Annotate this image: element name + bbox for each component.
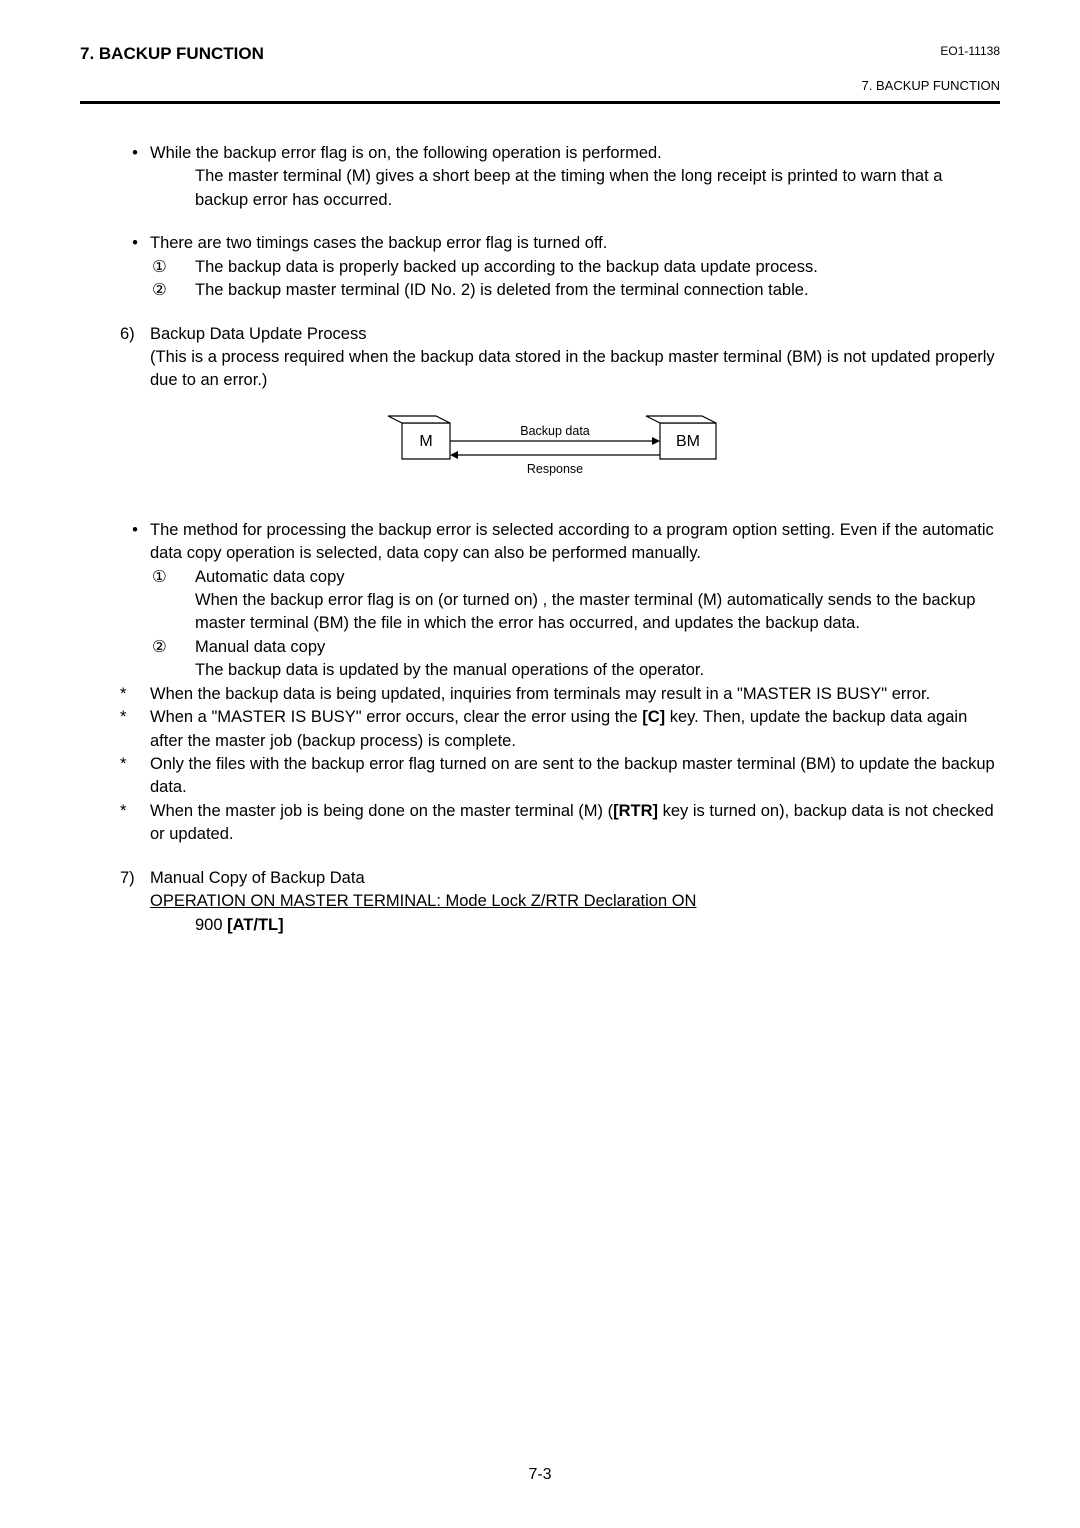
header-divider: [80, 101, 1000, 104]
numbered-text: Manual data copy: [195, 636, 1000, 659]
operation-line: OPERATION ON MASTER TERMINAL: Mode Lock …: [150, 890, 1000, 913]
bullet-text: The method for processing the backup err…: [150, 519, 1000, 566]
section-7: 7) Manual Copy of Backup Data: [120, 867, 1000, 890]
sub-text: The backup data is updated by the manual…: [195, 659, 1000, 682]
doc-number: EO1-11138: [940, 44, 1000, 58]
body-content: • While the backup error flag is on, the…: [80, 142, 1000, 937]
section-desc: (This is a process required when the bac…: [150, 346, 1000, 393]
bullet-text: There are two timings cases the backup e…: [150, 232, 1000, 255]
bullet-text: While the backup error flag is on, the f…: [150, 142, 1000, 165]
circled-num: ①: [150, 256, 195, 279]
diagram-top-label: Backup data: [520, 424, 590, 438]
section-6: 6) Backup Data Update Process: [120, 323, 1000, 346]
page-number: 7-3: [0, 1466, 1080, 1484]
diagram-bottom-label: Response: [527, 462, 583, 476]
section-title: 7. BACKUP FUNCTION: [80, 44, 264, 64]
star-item: * Only the files with the backup error f…: [120, 753, 1000, 800]
bullet-item: • There are two timings cases the backup…: [120, 232, 1000, 255]
diagram-svg: M BM Backup data Response: [380, 413, 740, 495]
numbered-item: ① Automatic data copy: [150, 566, 1000, 589]
section-num-label: 6): [120, 323, 150, 346]
circled-num: ①: [150, 566, 195, 589]
numbered-text: The backup data is properly backed up ac…: [195, 256, 1000, 279]
code-line: 900 [AT/TL]: [195, 914, 1000, 937]
bullet-item: • The method for processing the backup e…: [120, 519, 1000, 566]
star-text: When a "MASTER IS BUSY" error occurs, cl…: [150, 706, 1000, 753]
numbered-item: ② Manual data copy: [150, 636, 1000, 659]
section-num-label: 7): [120, 867, 150, 890]
diagram-bm-label: BM: [676, 433, 700, 450]
diagram-m-label: M: [419, 433, 432, 450]
star-item: * When the backup data is being updated,…: [120, 683, 1000, 706]
star-mark: *: [120, 706, 150, 753]
circled-num: ②: [150, 636, 195, 659]
star-mark: *: [120, 753, 150, 800]
numbered-item: ① The backup data is properly backed up …: [150, 256, 1000, 279]
section-title-text: Backup Data Update Process: [150, 323, 366, 346]
numbered-item: ② The backup master terminal (ID No. 2) …: [150, 279, 1000, 302]
section-title-text: Manual Copy of Backup Data: [150, 867, 365, 890]
star-item: * When the master job is being done on t…: [120, 800, 1000, 847]
star-text: When the master job is being done on the…: [150, 800, 1000, 847]
star-mark: *: [120, 800, 150, 847]
sub-header: 7. BACKUP FUNCTION: [80, 78, 1000, 93]
sub-text: When the backup error flag is on (or tur…: [195, 589, 1000, 636]
numbered-text: Automatic data copy: [195, 566, 1000, 589]
bullet-mark: •: [120, 142, 150, 165]
star-item: * When a "MASTER IS BUSY" error occurs, …: [120, 706, 1000, 753]
star-mark: *: [120, 683, 150, 706]
circled-num: ②: [150, 279, 195, 302]
numbered-text: The backup master terminal (ID No. 2) is…: [195, 279, 1000, 302]
bullet-mark: •: [120, 232, 150, 255]
star-text: Only the files with the backup error fla…: [150, 753, 1000, 800]
bullet-mark: •: [120, 519, 150, 566]
indent-text: The master terminal (M) gives a short be…: [195, 165, 1000, 212]
backup-diagram: M BM Backup data Response: [120, 413, 1000, 495]
bullet-item: • While the backup error flag is on, the…: [120, 142, 1000, 165]
star-text: When the backup data is being updated, i…: [150, 683, 1000, 706]
